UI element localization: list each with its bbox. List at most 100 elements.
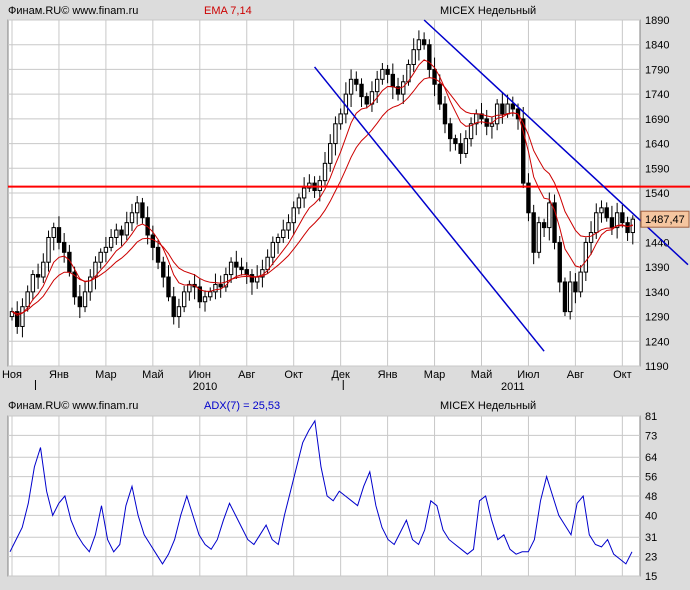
adx-tick-label: 73 — [645, 430, 657, 442]
candle-body — [275, 236, 281, 243]
candle-body — [427, 44, 432, 70]
candle-body — [348, 78, 354, 95]
candle-body — [557, 241, 562, 283]
ema-14-line — [11, 77, 633, 315]
candle-body — [442, 103, 448, 125]
candle-body — [421, 39, 427, 46]
candle-body — [468, 123, 474, 140]
candle-body — [625, 222, 630, 234]
price-tick-label: 1390 — [645, 262, 669, 274]
candle-body — [322, 162, 328, 182]
candle-body — [531, 212, 536, 253]
candle-body — [161, 261, 166, 278]
top-header-indicator: EMA 7,14 — [204, 5, 252, 17]
candle-body — [521, 118, 526, 184]
candle-body — [567, 281, 573, 313]
candle-body — [61, 241, 67, 253]
candle-body — [265, 256, 270, 271]
candle-body — [166, 276, 171, 298]
candle-body — [526, 182, 531, 214]
candle-body — [301, 187, 307, 199]
last-price-box — [640, 210, 690, 228]
candle-body — [432, 68, 437, 85]
candle-body — [30, 274, 36, 293]
candle-body — [578, 271, 583, 293]
candle-body — [505, 103, 510, 115]
candle-body — [562, 281, 568, 313]
x-tick-label: Мар — [95, 369, 117, 381]
x-tick-label: Янв — [378, 369, 398, 381]
price-tick-label: 1840 — [645, 40, 669, 52]
candle-body — [338, 113, 343, 125]
candle-body — [416, 39, 422, 51]
candle-body — [119, 229, 124, 236]
candle-body — [536, 222, 542, 253]
candle-body — [197, 286, 202, 303]
candle-body — [213, 283, 218, 293]
price-tick-label: 1640 — [645, 139, 669, 151]
year-label: 2011 — [501, 381, 525, 393]
candle-body — [573, 281, 578, 293]
candle-body — [20, 306, 25, 327]
x-tick-label: Авг — [567, 369, 584, 381]
candle-body — [187, 283, 192, 293]
candle-body — [218, 283, 223, 288]
candle-body — [129, 212, 135, 224]
price-tick-label: 1290 — [645, 312, 669, 324]
candle-body — [270, 241, 276, 258]
candle-body — [489, 123, 495, 127]
adx-tick-label: 15 — [645, 571, 657, 583]
candle-body — [88, 276, 93, 293]
candle-body — [401, 81, 406, 95]
candle-body — [254, 276, 260, 283]
candle-body — [500, 103, 505, 115]
candle-body — [359, 83, 364, 98]
top-header-source: Финам.RU© www.finam.ru — [8, 5, 139, 17]
x-tick-label: Июн — [189, 369, 211, 381]
x-tick-label: Окт — [284, 369, 303, 381]
candle-body — [25, 291, 30, 308]
last-price-label: 1487,47 — [645, 214, 685, 226]
price-tick-label: 1240 — [645, 336, 669, 348]
channel-lower-line — [313, 66, 545, 352]
price-tick-label: 1890 — [645, 15, 669, 27]
candle-body — [594, 212, 599, 234]
candle-body — [541, 222, 547, 229]
candle-body — [114, 229, 119, 238]
ema-7-line — [11, 59, 633, 316]
candle-body — [181, 291, 187, 308]
candle-body — [453, 138, 458, 145]
x-tick-label: Май — [471, 369, 493, 381]
candle-body — [395, 86, 401, 95]
candle-body — [171, 296, 176, 318]
bottom-header-instrument: MICEX Недельный — [440, 400, 537, 412]
candle-body — [93, 261, 98, 278]
adx-tick-label: 31 — [645, 532, 657, 544]
adx-tick-label: 40 — [645, 510, 657, 522]
candle-body — [56, 227, 62, 243]
candle-body — [494, 103, 500, 125]
price-tick-label: 1440 — [645, 237, 669, 249]
candle-body — [448, 123, 453, 140]
candle-body — [140, 202, 145, 219]
candle-body — [510, 103, 515, 110]
candle-body — [620, 212, 625, 224]
year-label: 2010 — [193, 381, 217, 393]
price-tick-label: 1790 — [645, 64, 669, 76]
x-tick-label: Янв — [49, 369, 69, 381]
x-tick-label: Мар — [424, 369, 446, 381]
candle-body — [281, 229, 286, 238]
candle-body — [103, 246, 109, 253]
candle-body — [234, 261, 239, 268]
candle-body — [547, 202, 552, 229]
price-tick-label: 1340 — [645, 287, 669, 299]
candle-body — [98, 251, 103, 263]
bottom-header-indicator: ADX(7) = 25,53 — [204, 400, 281, 412]
candle-body — [328, 143, 333, 164]
candle-body — [374, 78, 380, 93]
candle-body — [333, 123, 338, 145]
adx-tick-label: 23 — [645, 552, 657, 564]
candle-body — [202, 296, 208, 303]
